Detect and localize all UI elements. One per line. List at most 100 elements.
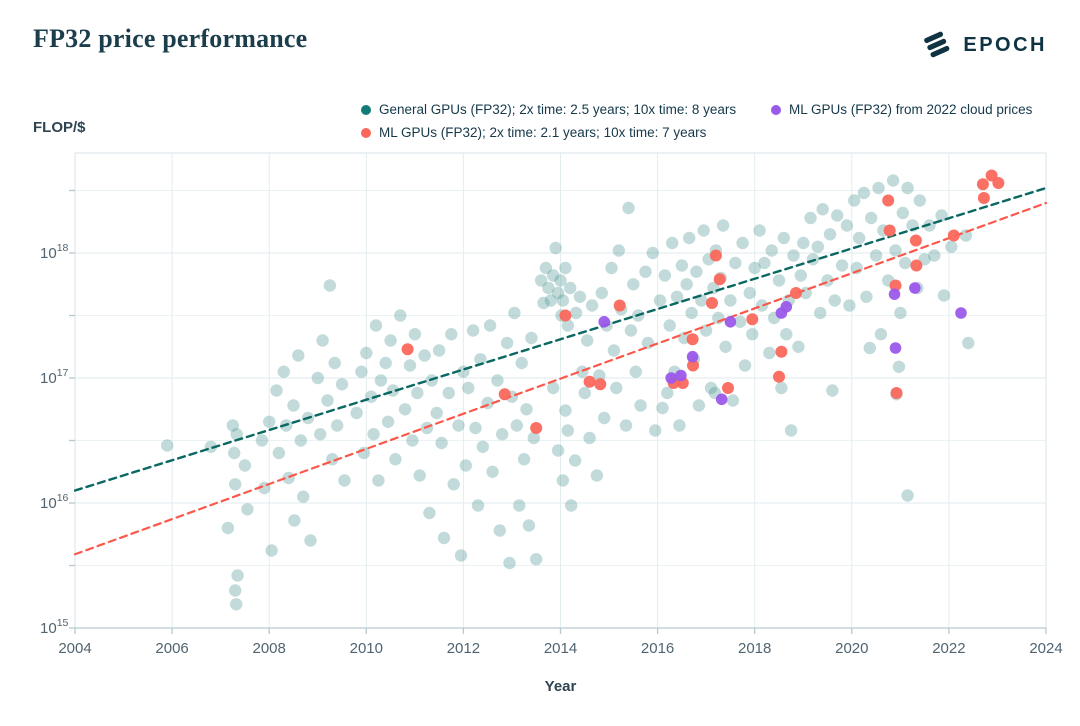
scatter-point (230, 598, 243, 611)
scatter-point (547, 269, 560, 282)
scatter-point (890, 387, 903, 399)
scatter-point (287, 399, 300, 412)
scatter-point (775, 381, 788, 395)
scatter-point (726, 394, 740, 407)
x-tick-label: 2022 (932, 640, 965, 657)
scatter-point (680, 278, 693, 291)
scatter-point (565, 499, 578, 512)
scatter-point (692, 399, 706, 412)
scatter-point (530, 553, 543, 566)
scatter-point (622, 201, 635, 215)
scatter-point (527, 431, 540, 445)
legend-label-cloud: ML GPUs (FP32) from 2022 cloud prices (789, 102, 1033, 117)
scatter-point (430, 406, 443, 420)
x-tick-label: 2010 (350, 640, 383, 657)
scatter-point (713, 273, 726, 286)
scatter-point (423, 506, 436, 520)
scatter-point (270, 384, 283, 397)
scatter-point (520, 403, 533, 416)
scatter-point (724, 316, 737, 328)
scatter-point (753, 224, 766, 237)
scatter-point (673, 419, 686, 432)
scatter-point (447, 478, 460, 491)
scatter-point (780, 328, 793, 341)
scatter-point (583, 375, 596, 388)
y-axis-title: FLOP/$ (33, 119, 86, 136)
scatter-point (736, 236, 749, 250)
scatter-point (544, 294, 557, 307)
scatter-point (569, 306, 583, 320)
scatter-point (466, 324, 480, 337)
scatter-point (653, 294, 667, 307)
legend-label-general: General GPUs (FP32); 2x time: 2.5 years;… (379, 102, 737, 117)
scatter-point (697, 224, 710, 237)
legend-item-ml-gpus[interactable]: ML GPUs (FP32); 2x time: 2.1 years; 10x … (361, 125, 706, 140)
scatter-point (806, 253, 820, 266)
scatter-point (646, 246, 659, 260)
scatter-point (474, 353, 487, 366)
scatter-point (889, 342, 902, 354)
scatter-point (403, 359, 417, 372)
scatter-point (865, 211, 878, 225)
scatter-point (874, 328, 888, 341)
scatter-point (607, 344, 621, 357)
scatter-point (826, 384, 839, 397)
scatter-point (226, 419, 239, 432)
epoch-logo: EPOCH (921, 30, 1047, 60)
x-tick-label: 2018 (738, 640, 771, 657)
scatter-point (367, 428, 380, 441)
scatter-point (787, 249, 800, 262)
x-tick-label: 2008 (253, 640, 286, 657)
scatter-point (675, 259, 689, 272)
scatter-point (265, 544, 278, 557)
scatter-point (882, 194, 895, 207)
scatter-point (335, 378, 349, 391)
trend-line-ml-trend (74, 201, 1047, 556)
scatter-point (894, 306, 907, 320)
scatter-point (549, 241, 562, 255)
scatter-point (551, 444, 565, 457)
x-tick-label: 2016 (641, 640, 674, 657)
scatter-point (605, 261, 618, 275)
scatter-point (437, 531, 451, 545)
x-tick-label: 2004 (58, 640, 91, 657)
scatter-point (797, 236, 810, 250)
legend-item-general-gpus[interactable]: General GPUs (FP32); 2x time: 2.5 years;… (361, 102, 736, 117)
scatter-point (686, 350, 699, 363)
scatter-point (709, 249, 722, 262)
scatter-point (462, 381, 475, 395)
scatter-point (765, 244, 778, 257)
scatter-point (372, 474, 385, 487)
scatter-point (498, 388, 511, 401)
scatter-point (828, 294, 841, 307)
scatter-point (947, 229, 960, 242)
scatter-point (338, 474, 351, 487)
y-tick-label: 1016 (40, 492, 69, 512)
scatter-point (539, 261, 553, 275)
legend-item-ml-cloud-gpus[interactable]: ML GPUs (FP32) from 2022 cloud prices (771, 102, 1032, 117)
y-tick-label: 1018 (40, 242, 69, 262)
scatter-point (690, 265, 703, 278)
plot-area (74, 169, 1047, 611)
scatter-point (564, 281, 577, 295)
scatter-point (935, 209, 948, 222)
scatter-point (510, 419, 523, 432)
scatter-point (910, 259, 923, 272)
scatter-point (804, 211, 817, 225)
scatter-point (350, 406, 363, 420)
scatter-point (551, 286, 565, 300)
scatter-point (848, 194, 861, 207)
scatter-point (675, 369, 687, 382)
scatter-point (663, 319, 676, 332)
scatter-point (716, 219, 730, 232)
scatter-point (503, 556, 516, 570)
scatter-point (513, 499, 526, 512)
scatter-point (459, 459, 472, 472)
scatter-point (715, 393, 728, 406)
scatter-point (398, 403, 412, 416)
series-0 (161, 174, 975, 611)
scatter-point (554, 274, 567, 287)
scatter-point (639, 265, 652, 278)
scatter-point (992, 177, 1005, 189)
scatter-point (670, 290, 684, 303)
